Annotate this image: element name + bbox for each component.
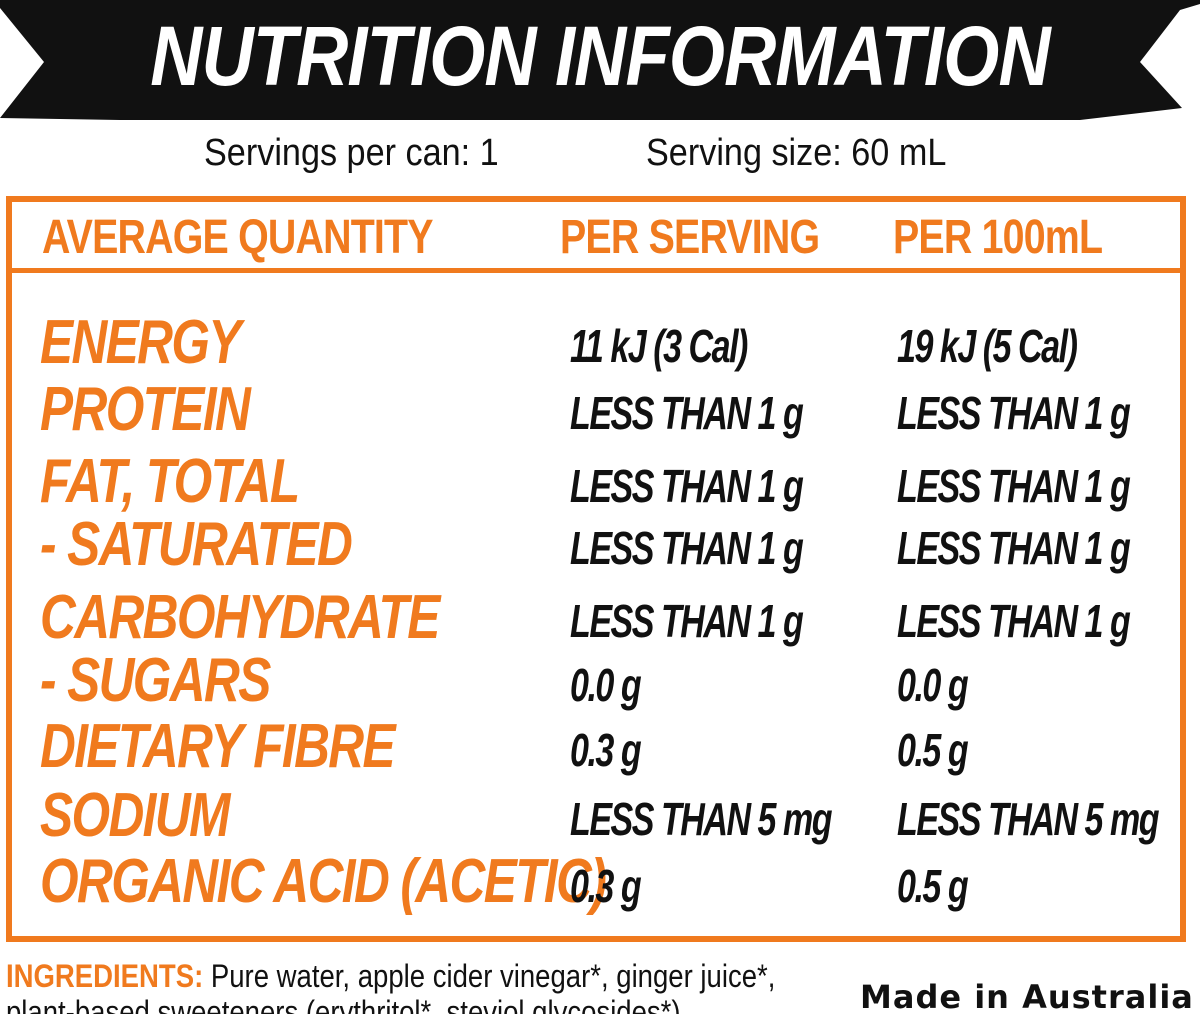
serving-size: Serving size: 60 mL <box>646 132 947 174</box>
page-title: NUTRITION INFORMATION <box>150 9 1050 103</box>
row-energy-per-100ml: 19 kJ (5 Cal) <box>897 320 1078 372</box>
header-per-serving: PER SERVING <box>560 211 820 264</box>
row-sugars-per-serving: 0.0 g <box>570 659 642 711</box>
header-average-quantity: AVERAGE QUANTITY <box>42 211 434 264</box>
servings-per-can: Servings per can: 1 <box>204 132 499 174</box>
row-label-protein: PROTEIN <box>40 375 251 444</box>
row-saturated-per-100ml: LESS THAN 1 g <box>897 522 1131 574</box>
ingredients-text: INGREDIENTS: Pure water, apple cider vin… <box>6 958 775 1014</box>
row-label-energy: ENERGY <box>40 308 241 377</box>
row-label-sodium: SODIUM <box>40 781 230 850</box>
row-saturated-per-serving: LESS THAN 1 g <box>570 522 804 574</box>
row-organic-acid-per-100ml: 0.5 g <box>897 860 969 912</box>
row-sodium-per-serving: LESS THAN 5 mg <box>570 793 833 845</box>
made-in-label: Made in Australia <box>860 978 1194 1014</box>
header-divider <box>6 268 1186 273</box>
row-label-fat-total: FAT, TOTAL <box>40 447 300 516</box>
nutrition-table-border <box>6 196 1186 942</box>
header-per-100ml: PER 100mL <box>893 211 1103 264</box>
banner-ribbon-shape <box>0 0 1200 120</box>
row-sugars-per-100ml: 0.0 g <box>897 659 969 711</box>
row-fat-total-per-100ml: LESS THAN 1 g <box>897 460 1131 512</box>
row-label-dietary-fibre: DIETARY FIBRE <box>40 712 396 781</box>
row-label-carbohydrate: CARBOHYDRATE <box>40 583 440 652</box>
row-dietary-fibre-per-serving: 0.3 g <box>570 724 642 776</box>
ingredients-line-1: Pure water, apple cider vinegar*, ginger… <box>210 958 776 994</box>
row-energy-per-serving: 11 kJ (3 Cal) <box>570 320 748 372</box>
row-label-sugars: - SUGARS <box>40 646 271 715</box>
ingredients-label: INGREDIENTS: <box>6 958 204 994</box>
row-dietary-fibre-per-100ml: 0.5 g <box>897 724 969 776</box>
row-carbohydrate-per-serving: LESS THAN 1 g <box>570 595 804 647</box>
row-label-saturated: - SATURATED <box>40 510 353 579</box>
title-banner <box>0 0 1200 120</box>
ingredients-line-2: plant-based sweeteners (erythritol*, ste… <box>6 994 681 1014</box>
row-label-organic-acid: ORGANIC ACID (ACETIC) <box>40 847 607 916</box>
row-protein-per-100ml: LESS THAN 1 g <box>897 387 1131 439</box>
row-organic-acid-per-serving: 0.3 g <box>570 860 642 912</box>
row-sodium-per-100ml: LESS THAN 5 mg <box>897 793 1160 845</box>
row-protein-per-serving: LESS THAN 1 g <box>570 387 804 439</box>
row-carbohydrate-per-100ml: LESS THAN 1 g <box>897 595 1131 647</box>
row-fat-total-per-serving: LESS THAN 1 g <box>570 460 804 512</box>
